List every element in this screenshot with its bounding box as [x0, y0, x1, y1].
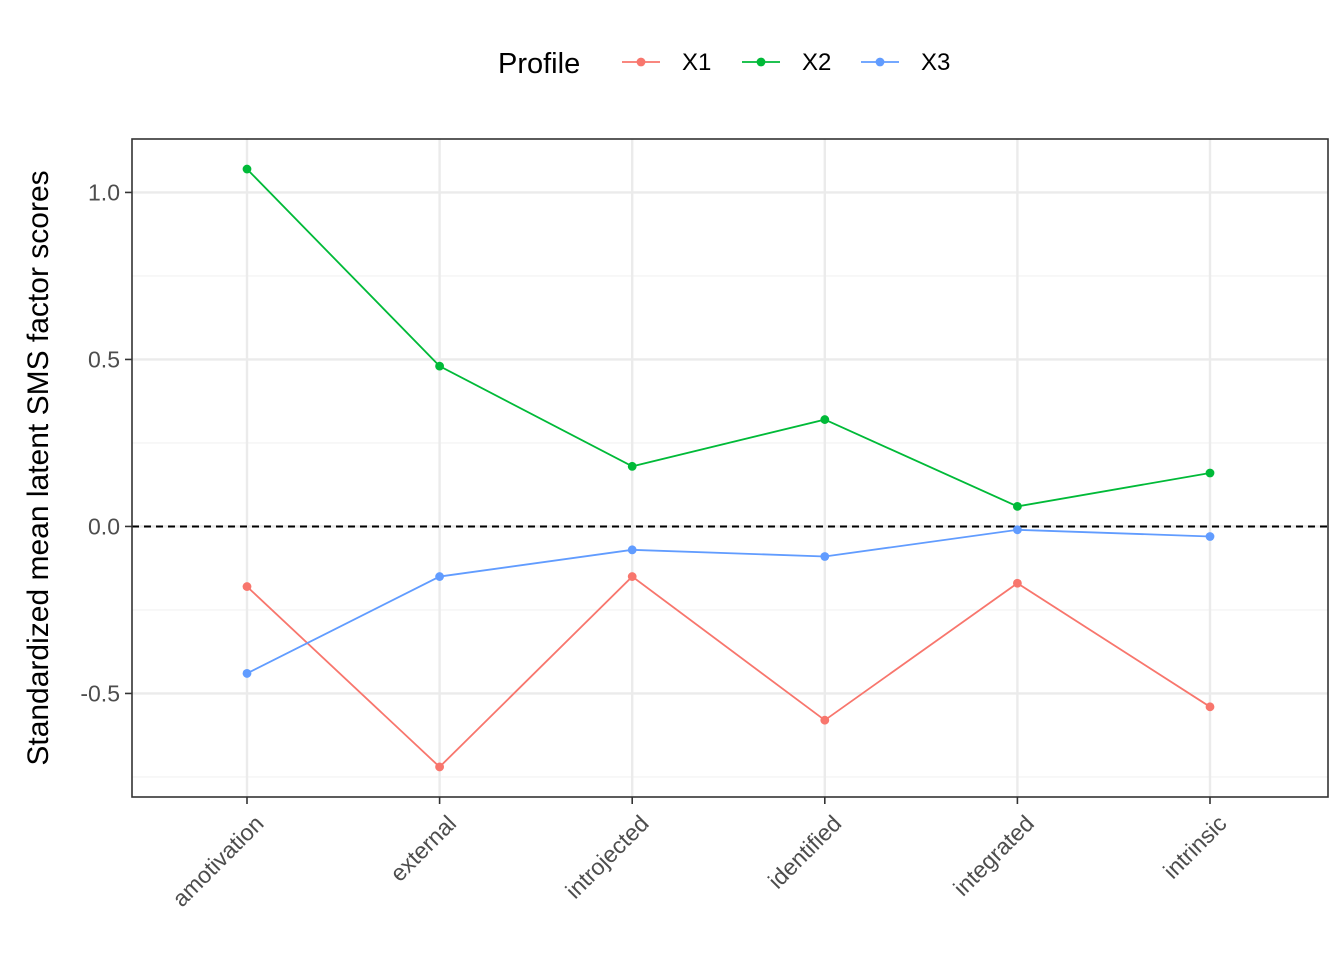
data-point-x3 [627, 545, 637, 555]
legend-entry-x2: X2 [742, 49, 831, 76]
data-point-x1 [435, 762, 444, 772]
series-line-x3 [246, 528, 1211, 675]
data-point-x2 [242, 164, 252, 174]
legend-key-point [636, 57, 646, 67]
data-point-x3 [820, 552, 830, 561]
data-point-x3 [435, 572, 444, 581]
data-point-x2 [1013, 502, 1022, 511]
data-point-x1 [627, 572, 637, 581]
legend-key-point [756, 57, 766, 67]
major-gridlines [132, 139, 1328, 797]
data-point-x2 [820, 415, 830, 424]
data-point-x2 [627, 461, 637, 471]
data-point-x1 [1013, 578, 1022, 588]
data-point-x2 [1205, 468, 1215, 478]
data-point-x2 [435, 361, 444, 371]
legend-key-point [875, 57, 885, 67]
legend-title: Profile [498, 48, 580, 80]
legend: Profile X1 X2 X3 [498, 48, 950, 80]
minor-gridlines [132, 275, 1328, 778]
data-point-x3 [1013, 525, 1022, 535]
legend-label: X3 [921, 49, 950, 76]
y-tick-label: 0.5 [88, 346, 120, 372]
legend-entry-x1: X1 [622, 49, 711, 76]
series-layer [242, 164, 1215, 772]
y-axis-title: Standardized mean latent SMS factor scor… [22, 170, 55, 765]
series-line-x2 [246, 168, 1211, 508]
series-x2 [242, 164, 1215, 511]
legend-entry-x3: X3 [861, 49, 950, 76]
y-tick-label: 0.0 [88, 513, 120, 539]
legend-label: X1 [682, 49, 711, 76]
series-x1 [242, 572, 1215, 772]
y-tick-label: 1.0 [88, 179, 120, 205]
series-line-x1 [246, 575, 1211, 769]
y-axis: 1.0 0.5 0.0 -0.5 [80, 179, 132, 706]
series-x3 [242, 525, 1215, 678]
data-point-x1 [1205, 702, 1215, 712]
data-point-x3 [242, 669, 252, 678]
legend-label: X2 [802, 49, 831, 76]
panel-border [131, 138, 1329, 798]
data-point-x3 [1205, 532, 1215, 541]
data-point-x1 [820, 715, 830, 725]
data-point-x1 [242, 582, 252, 591]
y-tick-label: -0.5 [80, 680, 120, 706]
